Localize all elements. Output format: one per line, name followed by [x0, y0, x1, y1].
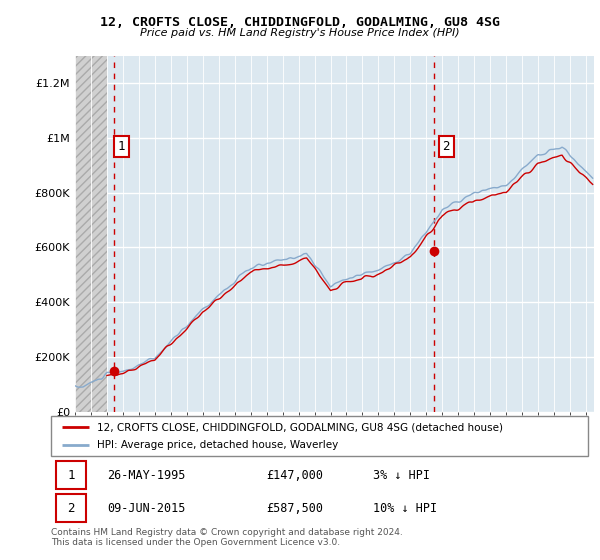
- Text: 2: 2: [443, 140, 450, 153]
- Text: 12, CROFTS CLOSE, CHIDDINGFOLD, GODALMING, GU8 4SG (detached house): 12, CROFTS CLOSE, CHIDDINGFOLD, GODALMIN…: [97, 422, 503, 432]
- FancyBboxPatch shape: [51, 416, 588, 456]
- Text: 2: 2: [67, 502, 75, 515]
- Text: Price paid vs. HM Land Registry's House Price Index (HPI): Price paid vs. HM Land Registry's House …: [140, 28, 460, 38]
- Text: Contains HM Land Registry data © Crown copyright and database right 2024.
This d: Contains HM Land Registry data © Crown c…: [51, 528, 403, 547]
- Text: 12, CROFTS CLOSE, CHIDDINGFOLD, GODALMING, GU8 4SG: 12, CROFTS CLOSE, CHIDDINGFOLD, GODALMIN…: [100, 16, 500, 29]
- FancyBboxPatch shape: [56, 461, 86, 489]
- Text: 1: 1: [67, 469, 75, 482]
- Text: HPI: Average price, detached house, Waverley: HPI: Average price, detached house, Wave…: [97, 440, 338, 450]
- Text: 10% ↓ HPI: 10% ↓ HPI: [373, 502, 437, 515]
- Text: 3% ↓ HPI: 3% ↓ HPI: [373, 469, 430, 482]
- Text: £147,000: £147,000: [266, 469, 323, 482]
- Text: 26-MAY-1995: 26-MAY-1995: [107, 469, 186, 482]
- FancyBboxPatch shape: [56, 494, 86, 522]
- Text: 1: 1: [118, 140, 125, 153]
- Bar: [75, 56, 107, 412]
- Text: 09-JUN-2015: 09-JUN-2015: [107, 502, 186, 515]
- Text: £587,500: £587,500: [266, 502, 323, 515]
